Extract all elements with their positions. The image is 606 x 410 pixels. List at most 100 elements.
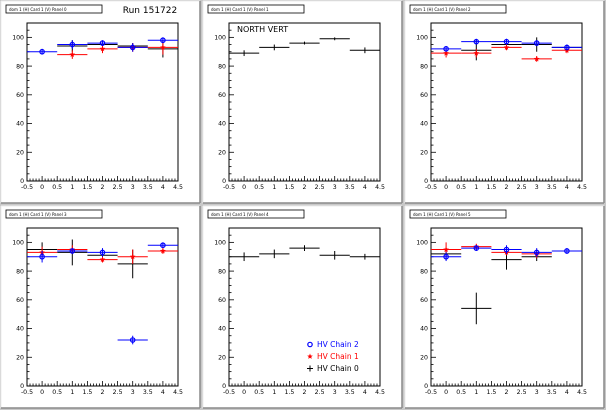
plot-title: dom 1 (H) Card 1 (V) Panel 2 (413, 7, 471, 12)
x-tick-label: 0 (242, 184, 246, 191)
data-point (551, 248, 582, 254)
star-marker (443, 246, 449, 252)
data-point (289, 245, 320, 251)
circle-marker (160, 37, 166, 44)
x-tick-label: 1.5 (486, 184, 496, 191)
y-tick-label: 20 (420, 149, 428, 156)
legend-label: HV Chain 2 (317, 340, 359, 349)
x-tick-label: 4.5 (173, 184, 183, 191)
y-tick-label: 60 (218, 92, 226, 99)
x-axis: -0.5 0 0.5 1 1.5 2 2.5 3 3.5 4 4.5 (425, 381, 587, 396)
star-marker (533, 55, 540, 62)
data-point (57, 40, 88, 49)
plot-panel-4: dom 1 (H) Card 1 (V) Panel 3020406080100… (0, 205, 201, 409)
y-tick-label: 80 (16, 63, 24, 70)
x-tick-label: 4.5 (173, 389, 183, 396)
series-hv-chain-2 (27, 37, 178, 55)
data-point (461, 292, 492, 325)
legend-label: HV Chain 0 (317, 364, 359, 373)
plot-title: dom 1 (H) Card 1 (V) Panel 1 (211, 7, 269, 12)
y-tick-label: 0 (222, 178, 226, 185)
pad-background (203, 206, 402, 408)
plot-panel-2: dom 1 (H) Card 1 (V) Panel 1020406080100… (202, 0, 403, 204)
series-hv-chain-0 (229, 245, 380, 262)
plot-title-box: dom 1 (H) Card 1 (V) Panel 3 (5, 209, 103, 219)
x-tick-label: 3 (131, 389, 135, 396)
data-point (461, 48, 492, 58)
x-tick-label: 4 (565, 389, 569, 396)
y-tick-label: 20 (218, 354, 226, 361)
star-marker (99, 256, 106, 263)
circle-marker (564, 248, 570, 254)
x-tick-label: 1 (272, 389, 276, 396)
pad-background (1, 206, 200, 408)
x-tick-label: -0.5 (223, 389, 235, 396)
series-hv-chain-1 (431, 44, 582, 62)
x-tick-label: 0.5 (456, 184, 466, 191)
plot-title-box: dom 1 (H) Card 1 (V) Panel 2 (409, 4, 507, 14)
y-tick-label: 100 (416, 240, 428, 247)
circle-marker (39, 48, 45, 55)
x-tick-label: 2 (303, 184, 307, 191)
data-point (461, 245, 492, 251)
x-tick-label: 1 (70, 389, 74, 396)
circle-marker (69, 248, 76, 254)
legend: HV Chain 2 HV Chain 1 HV Chain 0 (307, 340, 359, 373)
data-point (349, 253, 380, 260)
legend-marker-circle (307, 341, 313, 348)
y-axis: 0 20 40 60 80 100 (214, 22, 234, 185)
circle-marker (99, 249, 106, 256)
pad-background (1, 1, 200, 203)
pad-background (405, 206, 604, 408)
y-tick-label: 60 (218, 297, 226, 304)
data-point (87, 40, 118, 46)
y-tick-label: 20 (420, 354, 428, 361)
plot-panel-5: dom 1 (H) Card 1 (V) Panel 4020406080100… (202, 205, 403, 409)
x-axis: -0.5 0 0.5 1 1.5 2 2.5 3 3.5 4 4.5 (21, 176, 183, 191)
x-tick-label: 0.5 (52, 389, 62, 396)
data-point (87, 256, 118, 263)
y-tick-label: 40 (218, 121, 226, 128)
x-axis: -0.5 0 0.5 1 1.5 2 2.5 3 3.5 4 4.5 (223, 381, 385, 396)
x-tick-label: 4 (565, 184, 569, 191)
panel-annotation: NORTH VERT (237, 25, 288, 34)
x-tick-label: 4 (363, 184, 367, 191)
x-tick-label: 1.5 (284, 389, 294, 396)
x-tick-label: 0.5 (254, 184, 264, 191)
circle-marker (443, 253, 449, 260)
y-tick-label: 0 (424, 383, 428, 390)
x-tick-label: 0.5 (254, 389, 264, 396)
data-point (289, 41, 320, 45)
circle-marker (160, 242, 166, 249)
x-tick-label: 3 (535, 184, 539, 191)
y-tick-label: 60 (16, 297, 24, 304)
circle-marker (533, 40, 540, 46)
y-axis: 0 20 40 60 80 100 (416, 22, 436, 185)
plot-title-frame (207, 4, 305, 14)
x-axis: -0.5 0 0.5 1 1.5 2 2.5 3 3.5 4 4.5 (223, 176, 385, 191)
y-tick-label: 0 (424, 178, 428, 185)
series-hv-chain-2 (27, 242, 178, 345)
y-axis: 0 20 40 60 80 100 (214, 227, 234, 390)
x-tick-label: 2.5 (315, 389, 325, 396)
x-tick-label: 3.5 (547, 389, 557, 396)
y-tick-label: 40 (420, 326, 428, 333)
x-tick-label: 3.5 (143, 389, 153, 396)
y-tick-label: 100 (12, 240, 24, 247)
x-tick-label: -0.5 (425, 389, 437, 396)
legend-marker-star (307, 353, 313, 359)
x-tick-label: 2.5 (315, 184, 325, 191)
x-axis: -0.5 0 0.5 1 1.5 2 2.5 3 3.5 4 4.5 (21, 381, 183, 396)
x-tick-label: 2 (505, 184, 509, 191)
data-point (349, 47, 380, 54)
x-tick-label: 4.5 (577, 184, 587, 191)
data-point (551, 44, 582, 51)
x-axis: -0.5 0 0.5 1 1.5 2 2.5 3 3.5 4 4.5 (425, 176, 587, 191)
y-tick-label: 60 (420, 297, 428, 304)
plot-title-box: dom 1 (H) Card 1 (V) Panel 1 (207, 4, 305, 14)
data-point (521, 248, 552, 257)
pad-background (203, 1, 402, 203)
series-hv-chain-2 (431, 38, 582, 52)
y-tick-label: 0 (20, 178, 24, 185)
legend-marker-cross (307, 365, 313, 372)
